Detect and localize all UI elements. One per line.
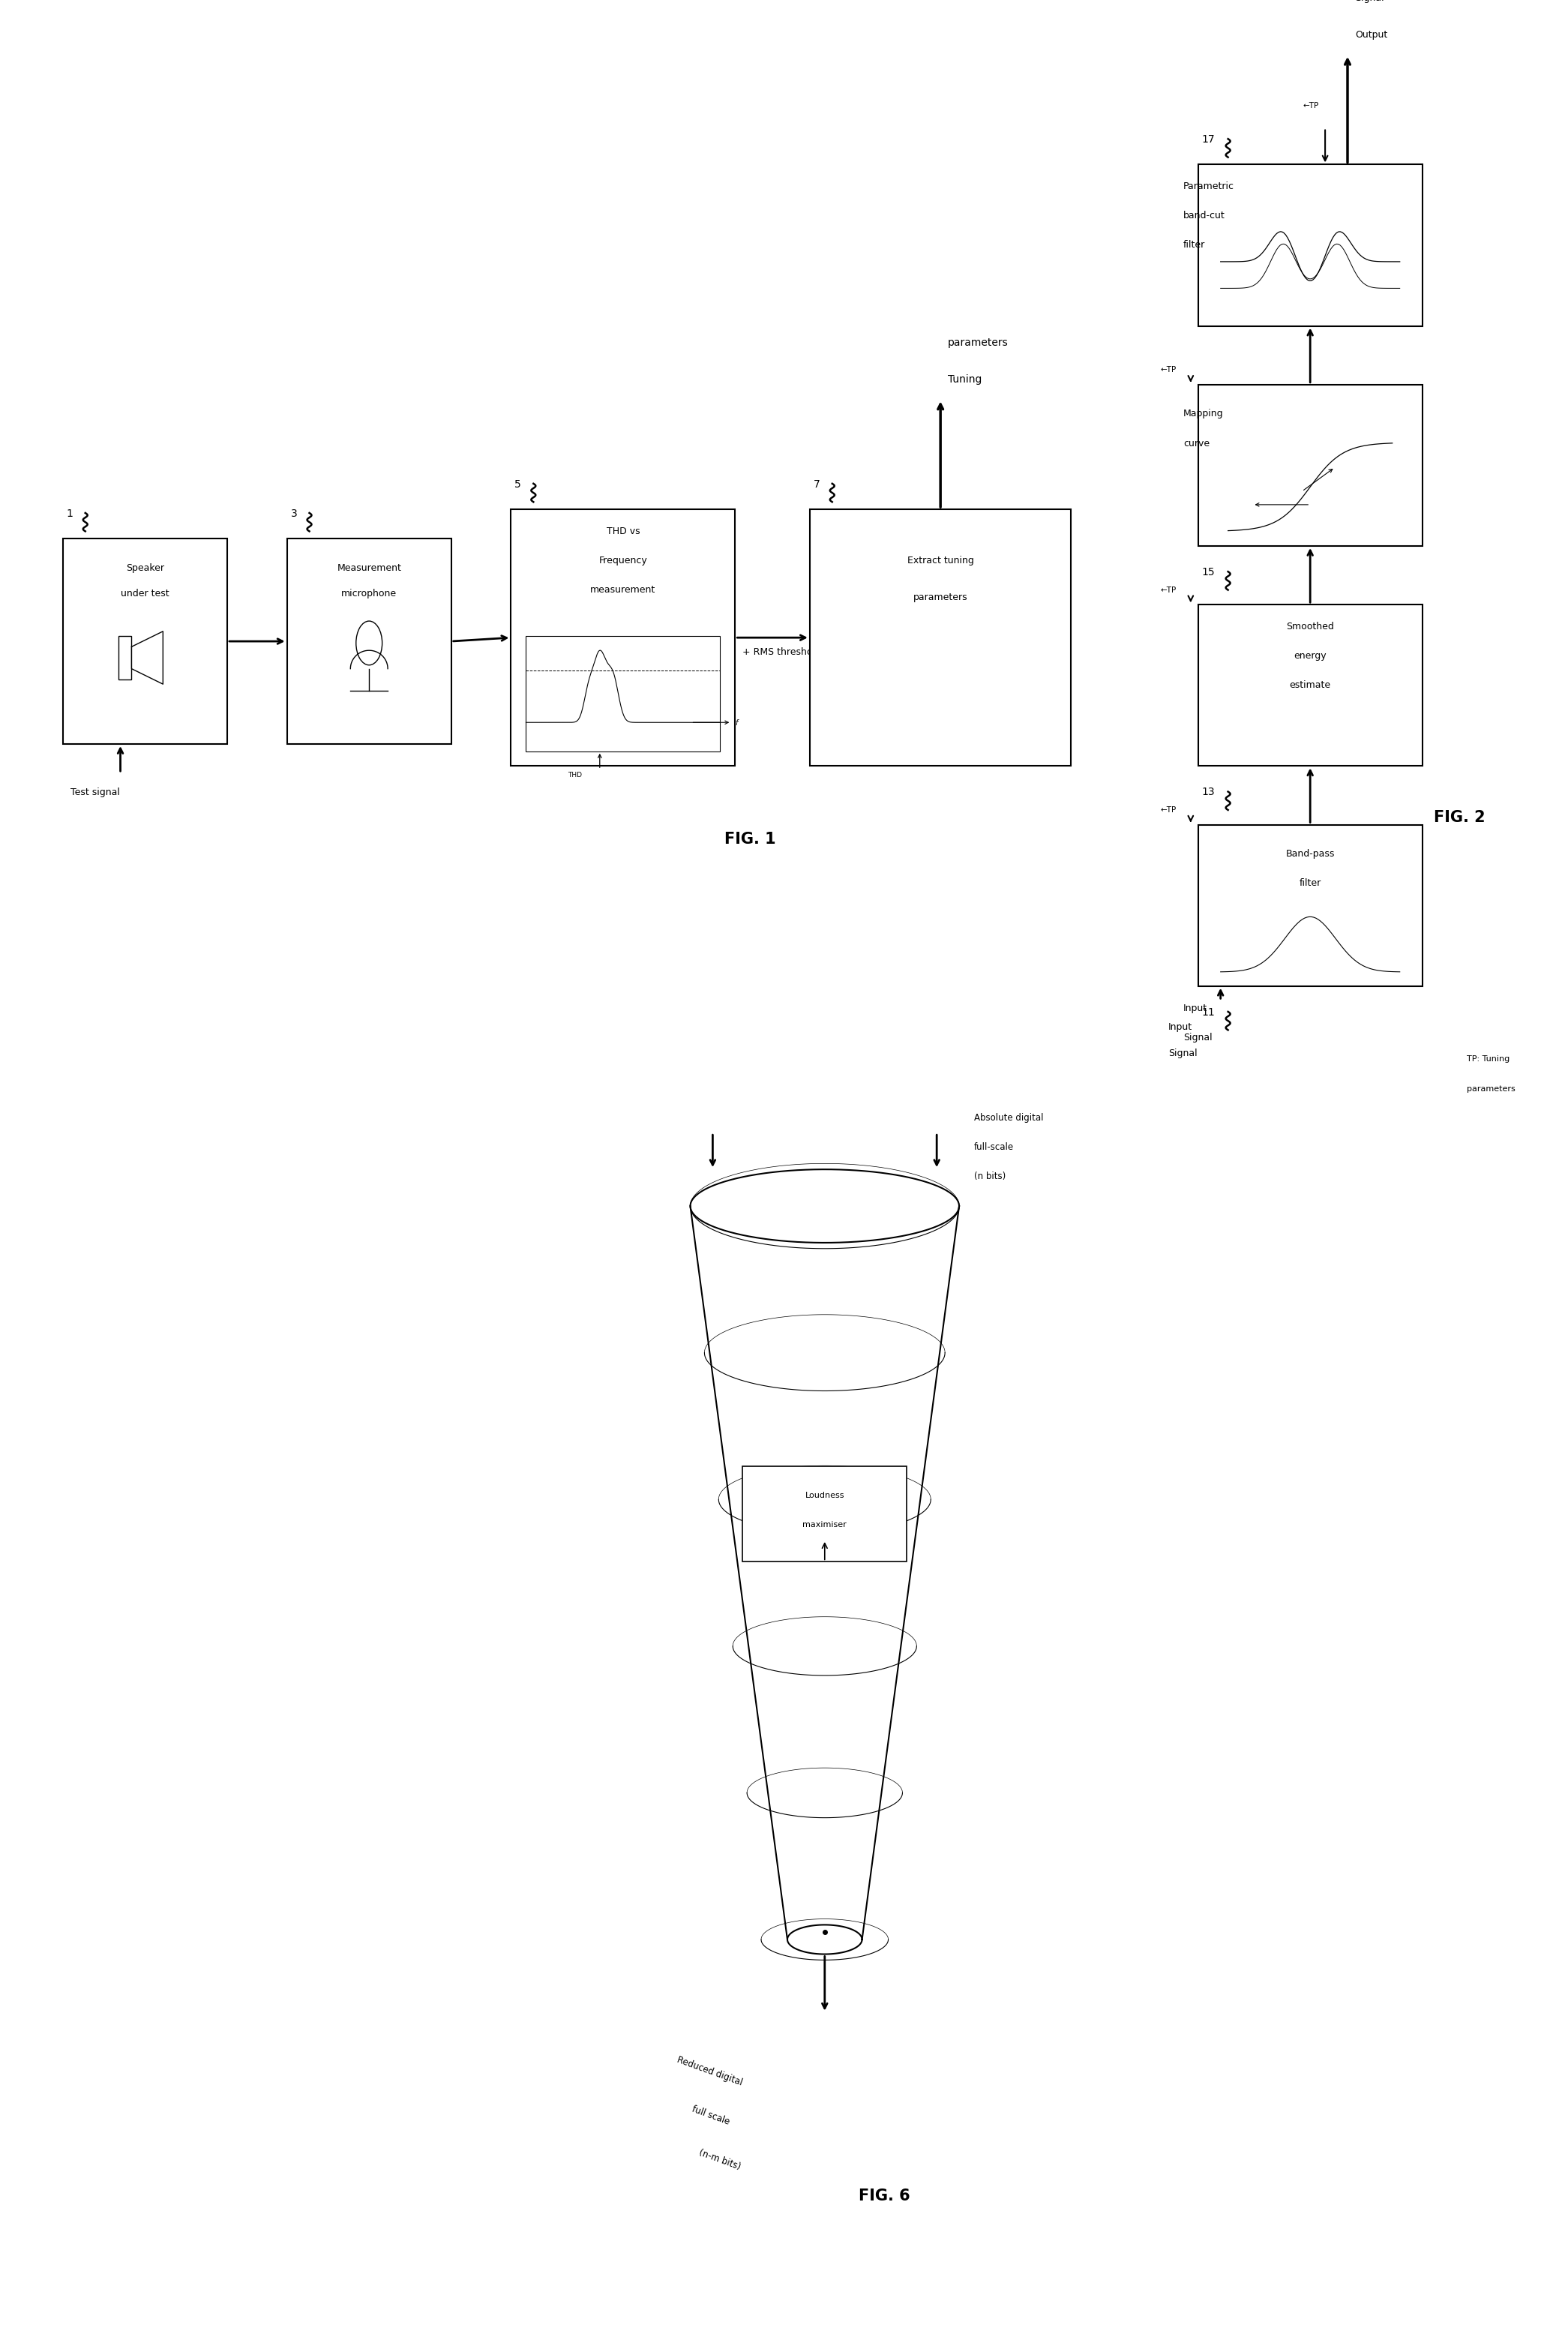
Bar: [511, 509, 735, 767]
Text: 17: 17: [1203, 134, 1215, 145]
Text: THD vs: THD vs: [607, 526, 640, 537]
Text: band-cut: band-cut: [1184, 211, 1225, 221]
Text: Input: Input: [1168, 1023, 1192, 1032]
Text: (n-m bits): (n-m bits): [698, 2147, 742, 2172]
Text: full scale: full scale: [690, 2104, 731, 2128]
Text: Band-pass: Band-pass: [1286, 849, 1334, 859]
Polygon shape: [132, 631, 163, 685]
Text: full-scale: full-scale: [974, 1143, 1014, 1152]
Text: ←TP: ←TP: [1160, 807, 1176, 814]
Bar: [743, 1466, 906, 1562]
Text: Output: Output: [1355, 30, 1388, 40]
Text: Extract tuning: Extract tuning: [908, 556, 974, 565]
Text: 1: 1: [66, 509, 74, 518]
Text: Test signal: Test signal: [71, 788, 119, 798]
Text: estimate: estimate: [1289, 680, 1331, 690]
Text: Speaker: Speaker: [125, 563, 165, 572]
Text: ←TP: ←TP: [1160, 586, 1176, 594]
Ellipse shape: [356, 622, 383, 664]
Text: FIG. 1: FIG. 1: [724, 833, 776, 847]
Text: parameters: parameters: [913, 594, 967, 603]
Bar: [1198, 164, 1422, 326]
Text: under test: under test: [121, 589, 169, 598]
Bar: [1198, 385, 1422, 547]
Bar: [63, 540, 227, 744]
Text: THD: THD: [568, 772, 582, 779]
Text: 3: 3: [290, 509, 298, 518]
Text: Absolute digital: Absolute digital: [974, 1112, 1043, 1124]
Bar: [525, 636, 720, 751]
Text: Measurement: Measurement: [337, 563, 401, 572]
Text: (n bits): (n bits): [974, 1173, 1005, 1182]
Bar: [1198, 826, 1422, 985]
Text: 13: 13: [1203, 786, 1215, 798]
Text: ←TP: ←TP: [1160, 366, 1176, 373]
Text: microphone: microphone: [342, 589, 397, 598]
Text: filter: filter: [1184, 239, 1206, 251]
Text: curve: curve: [1184, 439, 1209, 448]
Text: Signal: Signal: [1184, 1032, 1212, 1042]
Bar: [287, 540, 452, 744]
Text: parameters: parameters: [1468, 1084, 1516, 1093]
Text: Mapping: Mapping: [1184, 408, 1223, 420]
Text: Signal: Signal: [1355, 0, 1385, 2]
Text: 7: 7: [814, 479, 820, 490]
Text: maximiser: maximiser: [803, 1520, 847, 1530]
Bar: [1198, 605, 1422, 767]
Text: measurement: measurement: [590, 584, 655, 596]
Text: energy: energy: [1294, 652, 1327, 662]
Text: Reduced digital: Reduced digital: [676, 2055, 743, 2088]
Text: 15: 15: [1203, 568, 1215, 577]
Text: Frequency: Frequency: [599, 556, 648, 565]
Bar: [809, 509, 1071, 767]
Text: Input: Input: [1184, 1004, 1207, 1013]
Text: Loudness: Loudness: [804, 1492, 845, 1499]
Text: $f$: $f$: [735, 718, 740, 727]
Text: FIG. 2: FIG. 2: [1433, 809, 1485, 826]
Bar: [118, 636, 132, 680]
Text: Signal: Signal: [1168, 1049, 1198, 1058]
Text: TP: Tuning: TP: Tuning: [1468, 1056, 1510, 1063]
Text: 11: 11: [1203, 1006, 1215, 1018]
Text: filter: filter: [1300, 877, 1322, 889]
Text: + RMS threshold: + RMS threshold: [743, 647, 822, 657]
Text: Parametric: Parametric: [1184, 181, 1234, 192]
Text: ←TP: ←TP: [1303, 103, 1319, 110]
Text: 5: 5: [514, 479, 521, 490]
Text: parameters: parameters: [949, 338, 1008, 347]
Text: FIG. 6: FIG. 6: [859, 2189, 909, 2203]
Text: Smoothed: Smoothed: [1286, 622, 1334, 631]
Text: Tuning: Tuning: [949, 373, 982, 385]
